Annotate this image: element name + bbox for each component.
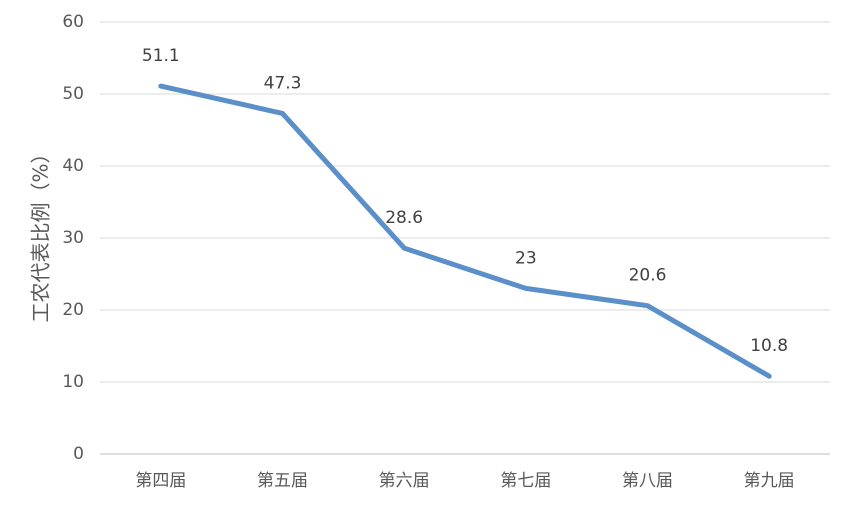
y-tick-label: 40 [62,156,84,176]
series-layer [158,83,772,379]
y-axis-label: 工农代表比例（%） [29,143,53,322]
x-tick-label: 第六届 [379,471,430,491]
y-tick-label: 50 [62,84,84,104]
x-tick-label: 第八届 [622,471,673,491]
y-axis-tick-labels: 0 10 20 30 40 50 60 [62,12,84,464]
x-tick-label: 第五届 [257,471,308,491]
y-tick-label: 30 [62,228,84,248]
y-tick-label: 20 [62,300,84,320]
x-tick-label: 第七届 [500,471,551,491]
data-label: 28.6 [385,208,423,228]
data-label: 47.3 [264,73,302,93]
data-label: 20.6 [629,266,667,286]
data-label: 23 [515,248,537,268]
x-tick-label: 第九届 [744,471,795,491]
data-label: 51.1 [142,46,180,66]
series-line [158,83,772,379]
x-axis-tick-labels: 第四届 第五届 第六届 第七届 第八届 第九届 [135,471,794,491]
x-tick-label: 第四届 [135,471,186,491]
y-tick-label: 60 [62,12,84,32]
y-tick-label: 10 [62,372,84,392]
data-label: 10.8 [750,336,788,356]
data-labels: 51.1 47.3 28.6 23 20.6 10.8 [142,46,788,356]
gridlines [100,21,830,455]
y-tick-label: 0 [73,444,84,464]
